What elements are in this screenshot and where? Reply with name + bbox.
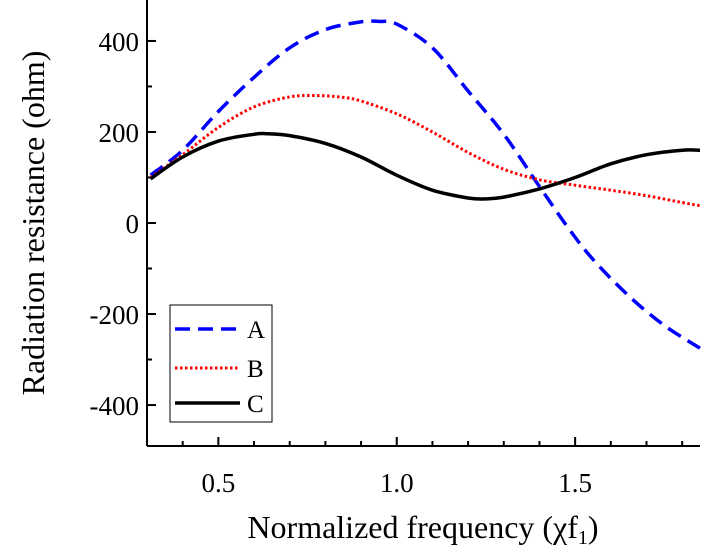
x-axis-title-close: ) xyxy=(588,509,599,545)
x-tick-label: 0.5 xyxy=(201,468,235,498)
series-a-line xyxy=(149,19,701,350)
plot-area: -400 -200 0 200 400 0.5 1.0 1.5 xyxy=(90,0,701,498)
y-axis-title: Radiation resistance (ohm) xyxy=(15,51,51,396)
x-ticks: 0.5 1.0 1.5 xyxy=(181,437,684,498)
y-tick-label: -400 xyxy=(90,391,140,421)
series-c-line xyxy=(149,131,701,201)
legend-label-b: B xyxy=(247,356,264,383)
legend-label-c: C xyxy=(247,391,264,418)
y-ticks: -400 -200 0 200 400 xyxy=(90,27,156,421)
x-axis-title: Normalized frequency (χf1) xyxy=(247,509,598,549)
series-b-line xyxy=(149,93,701,208)
legend-label-a: A xyxy=(247,317,265,344)
x-tick-label: 1.0 xyxy=(380,468,414,498)
x-axis-title-main: Normalized frequency (χf xyxy=(247,509,578,545)
y-tick-label: 200 xyxy=(99,118,140,148)
y-tick-label: 0 xyxy=(126,209,140,239)
x-axis-title-subscript: 1 xyxy=(578,527,588,549)
y-tick-label: 400 xyxy=(99,27,140,57)
legend: A B C xyxy=(169,304,273,423)
x-tick-label: 1.5 xyxy=(558,468,592,498)
series-lines xyxy=(149,19,701,350)
y-tick-label: -200 xyxy=(90,300,140,330)
